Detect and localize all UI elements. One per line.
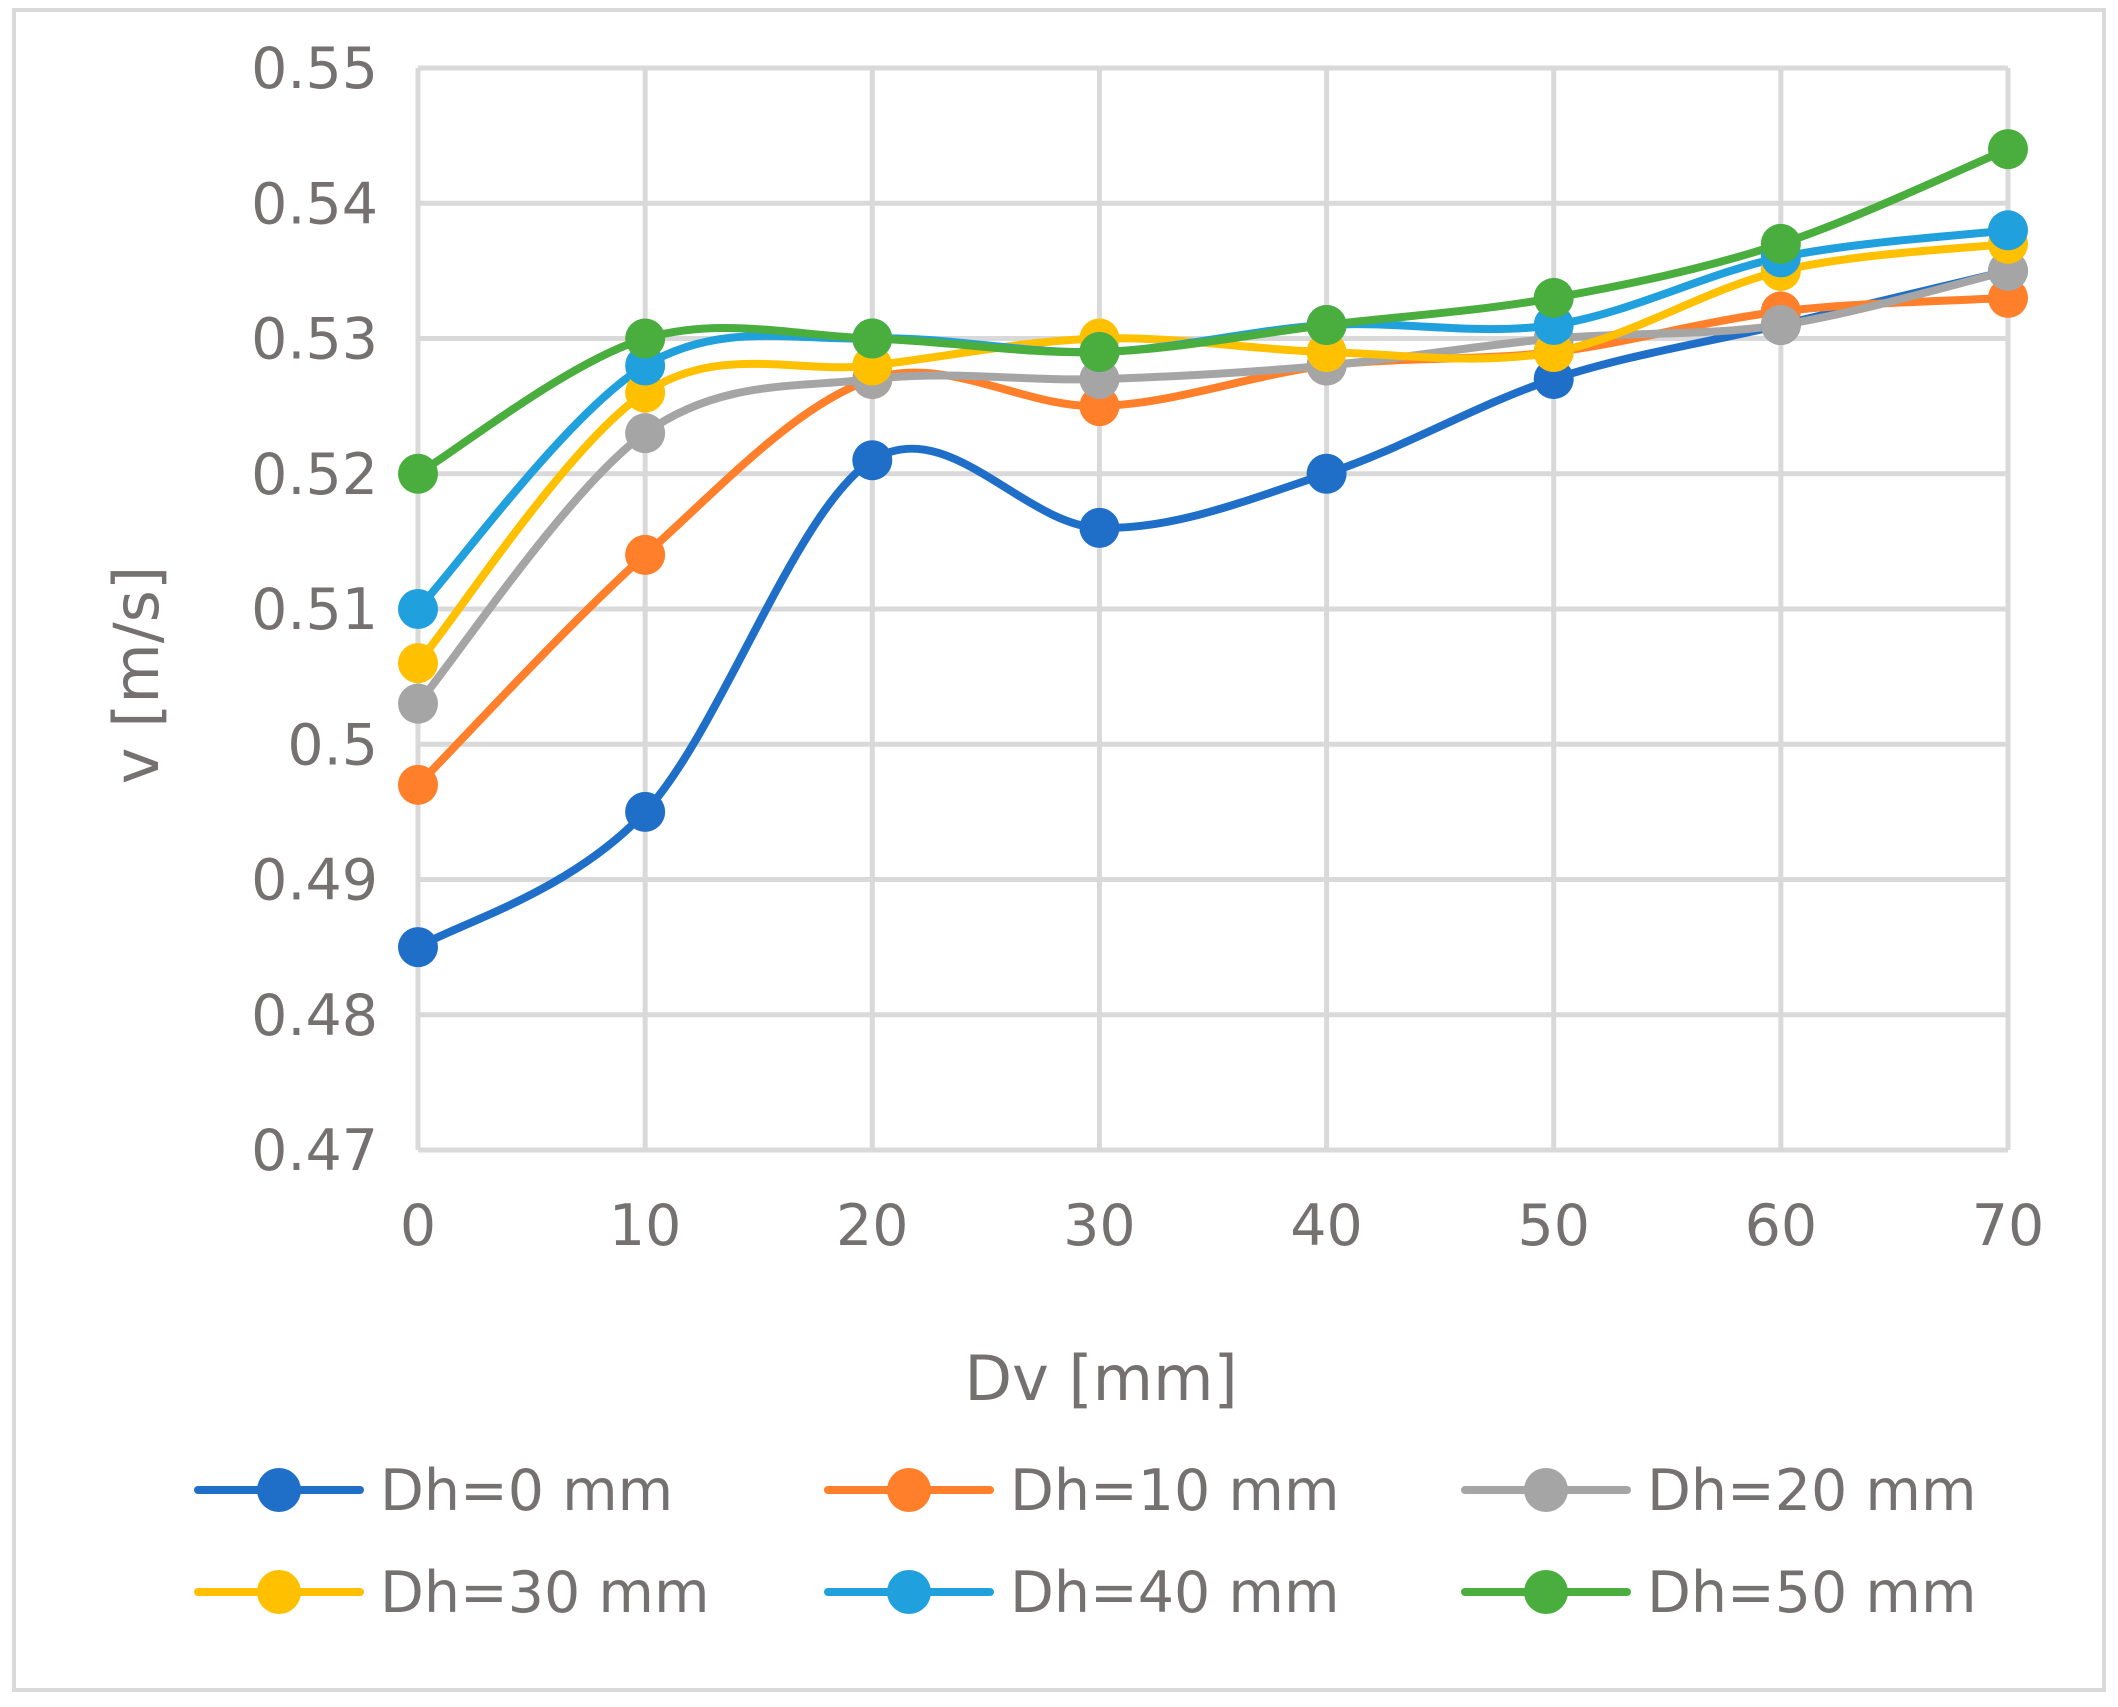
legend-label: Dh=10 mm [1010,1458,1339,1524]
legend-item-5: Dh=50 mm [1461,1560,1976,1626]
x-axis-title: Dv [mm] [964,1342,1237,1415]
data-point-s4-7 [1988,210,2028,251]
legend-swatch-marker [1524,1570,1568,1614]
legend-label: Dh=50 mm [1647,1560,1976,1626]
data-point-s1-1 [625,534,666,575]
data-point-s1-0 [398,764,438,805]
legend: Dh=0 mm Dh=10 mm Dh=20 mm Dh=30 mm Dh=40 mm D… [194,1458,1976,1626]
data-point-s0-2 [852,440,893,481]
legend-item-4: Dh=40 mm [824,1560,1339,1626]
data-point-s0-0 [398,927,438,968]
data-point-s2-6 [1760,304,1801,345]
x-tick-label: 60 [1745,1193,1818,1259]
legend-swatch-marker [887,1570,931,1614]
legend-swatch-marker [257,1468,301,1512]
y-tick-label: 0.5 [287,712,378,778]
series-line-0 [414,266,2012,952]
legend-swatch-marker [257,1570,301,1614]
legend-item-1: Dh=10 mm [824,1458,1339,1524]
data-point-s0-1 [625,791,666,832]
legend-item-3: Dh=30 mm [194,1560,709,1626]
data-point-s2-1 [625,413,666,454]
data-point-s0-4 [1306,453,1347,494]
x-tick-label: 50 [1517,1193,1590,1259]
legend-label: Dh=30 mm [380,1560,709,1626]
data-point-s5-3 [1079,332,1120,373]
data-point-s5-6 [1760,223,1801,264]
x-axis-ticks: 0 10 20 30 40 50 60 70 [400,1193,2044,1259]
x-tick-label: 70 [1972,1193,2045,1259]
data-point-s5-4 [1306,304,1347,345]
x-tick-label: 10 [609,1193,682,1259]
series-markers [398,129,2028,968]
legend-swatch-marker [1524,1468,1568,1512]
chart-border [12,8,2106,1692]
y-tick-label: 0.55 [251,36,378,102]
y-tick-label: 0.47 [251,1118,378,1184]
y-tick-label: 0.48 [251,983,378,1049]
data-point-s5-1 [625,318,666,359]
legend-label: Dh=0 mm [380,1458,673,1524]
data-point-s2-0 [398,683,438,724]
data-point-s5-2 [852,318,893,359]
data-point-s0-3 [1079,507,1120,548]
x-tick-label: 20 [836,1193,909,1259]
y-axis-ticks: 0.47 0.48 0.49 0.5 0.51 0.52 0.53 0.54 0.55 [251,36,378,1184]
y-tick-label: 0.51 [251,577,378,643]
x-tick-label: 40 [1290,1193,1363,1259]
data-point-s4-0 [398,589,438,629]
y-tick-label: 0.54 [251,171,378,237]
data-point-s5-0 [398,453,438,494]
x-tick-label: 0 [400,1193,436,1259]
data-point-s5-7 [1988,129,2028,170]
legend-item-0: Dh=0 mm [194,1458,673,1524]
y-axis-title: v [m/s] [100,566,173,784]
data-point-s3-0 [398,643,438,684]
y-tick-label: 0.53 [251,307,378,373]
x-tick-label: 30 [1063,1193,1136,1259]
data-point-s5-5 [1533,277,1574,318]
legend-label: Dh=20 mm [1647,1458,1976,1524]
legend-swatch-marker [887,1468,931,1512]
legend-label: Dh=40 mm [1010,1560,1339,1626]
y-tick-label: 0.49 [251,848,378,914]
y-tick-label: 0.52 [251,442,378,508]
legend-item-2: Dh=20 mm [1461,1458,1976,1524]
